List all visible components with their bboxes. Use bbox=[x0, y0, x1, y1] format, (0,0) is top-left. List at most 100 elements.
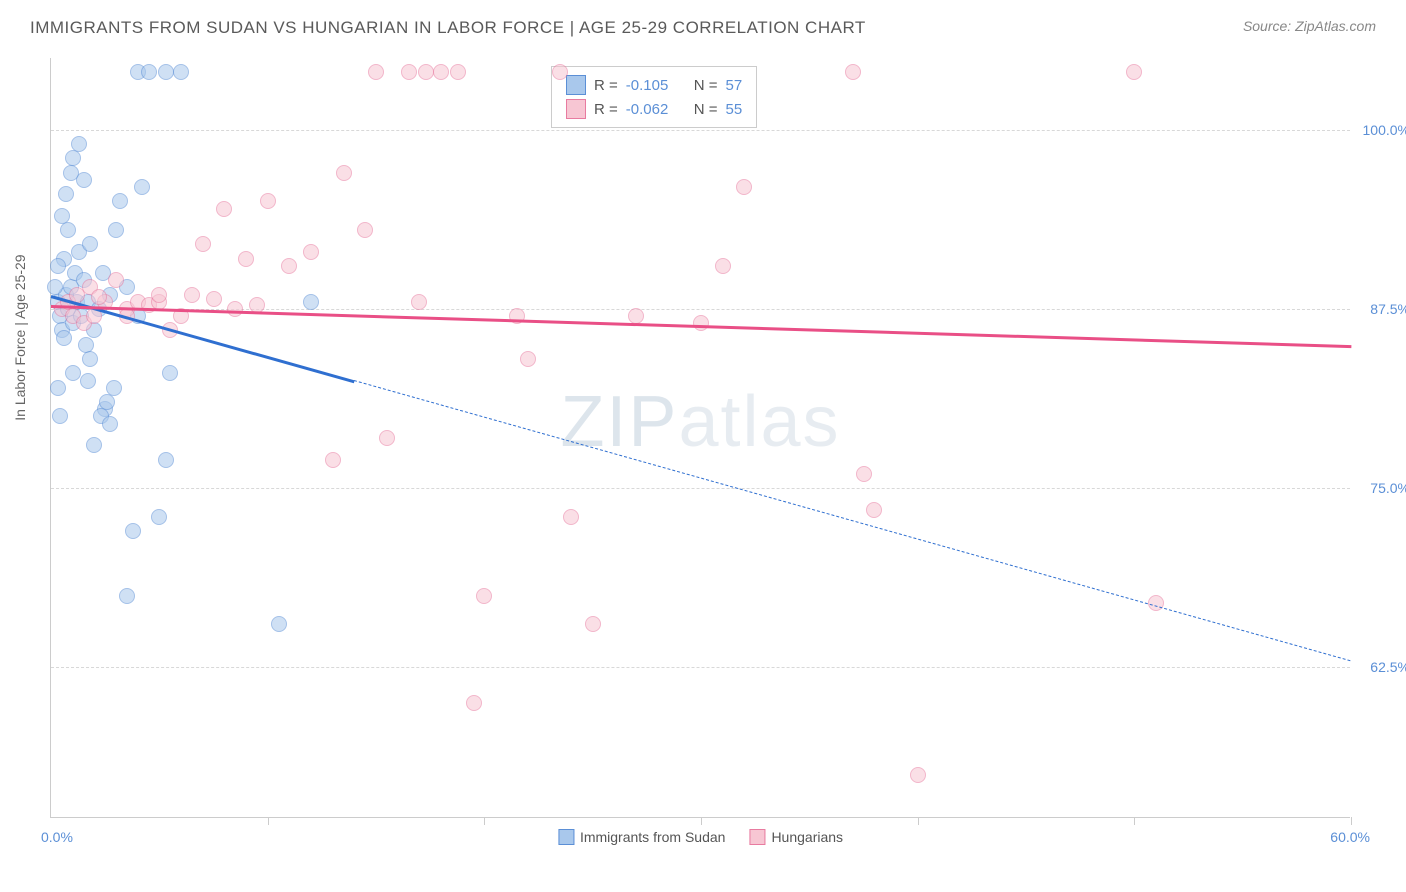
legend-swatch bbox=[566, 75, 586, 95]
legend-r-value: -0.062 bbox=[626, 101, 686, 118]
data-point bbox=[158, 452, 174, 468]
data-point bbox=[1148, 595, 1164, 611]
legend-item: Hungarians bbox=[749, 829, 843, 845]
data-point bbox=[63, 165, 79, 181]
grid-line bbox=[51, 309, 1350, 310]
data-point bbox=[520, 351, 536, 367]
x-tick bbox=[484, 817, 485, 825]
data-point bbox=[552, 64, 568, 80]
data-point bbox=[1126, 64, 1142, 80]
legend-n-value: 55 bbox=[726, 101, 743, 118]
data-point bbox=[162, 365, 178, 381]
data-point bbox=[845, 64, 861, 80]
legend-row: R = -0.105 N = 57 bbox=[566, 73, 742, 97]
data-point bbox=[336, 165, 352, 181]
data-point bbox=[281, 258, 297, 274]
data-point bbox=[303, 244, 319, 260]
y-tick-label: 75.0% bbox=[1370, 480, 1406, 496]
legend-swatch bbox=[749, 829, 765, 845]
data-point bbox=[401, 64, 417, 80]
y-axis-label: In Labor Force | Age 25-29 bbox=[12, 254, 28, 420]
data-point bbox=[450, 64, 466, 80]
correlation-legend: R =-0.105N =57R =-0.062N =55 bbox=[551, 66, 757, 128]
data-point bbox=[71, 136, 87, 152]
data-point bbox=[60, 222, 76, 238]
data-point bbox=[368, 64, 384, 80]
data-point bbox=[195, 236, 211, 252]
data-point bbox=[418, 64, 434, 80]
data-point bbox=[91, 289, 107, 305]
data-point bbox=[411, 294, 427, 310]
x-axis-max-label: 60.0% bbox=[1330, 829, 1370, 845]
data-point bbox=[151, 509, 167, 525]
data-point bbox=[125, 523, 141, 539]
chart-container: IMMIGRANTS FROM SUDAN VS HUNGARIAN IN LA… bbox=[0, 0, 1406, 892]
legend-swatch bbox=[566, 99, 586, 119]
data-point bbox=[715, 258, 731, 274]
data-point bbox=[141, 64, 157, 80]
data-point bbox=[271, 616, 287, 632]
legend-series-name: Immigrants from Sudan bbox=[580, 829, 726, 845]
data-point bbox=[736, 179, 752, 195]
data-point bbox=[433, 64, 449, 80]
data-point bbox=[82, 351, 98, 367]
data-point bbox=[108, 222, 124, 238]
grid-line bbox=[51, 130, 1350, 131]
data-point bbox=[106, 380, 122, 396]
trend-line bbox=[51, 305, 1351, 348]
data-point bbox=[379, 430, 395, 446]
data-point bbox=[585, 616, 601, 632]
legend-series-name: Hungarians bbox=[771, 829, 843, 845]
data-point bbox=[206, 291, 222, 307]
data-point bbox=[184, 287, 200, 303]
x-tick bbox=[1351, 817, 1352, 825]
data-point bbox=[82, 236, 98, 252]
x-tick bbox=[268, 817, 269, 825]
data-point bbox=[856, 466, 872, 482]
data-point bbox=[151, 287, 167, 303]
trend-line bbox=[354, 380, 1351, 661]
x-axis-min-label: 0.0% bbox=[41, 829, 73, 845]
y-tick-label: 100.0% bbox=[1363, 122, 1406, 138]
data-point bbox=[50, 380, 66, 396]
legend-item: Immigrants from Sudan bbox=[558, 829, 726, 845]
legend-r-value: -0.105 bbox=[626, 77, 686, 94]
data-point bbox=[303, 294, 319, 310]
x-tick bbox=[701, 817, 702, 825]
data-point bbox=[102, 416, 118, 432]
y-tick-label: 62.5% bbox=[1370, 659, 1406, 675]
legend-swatch bbox=[558, 829, 574, 845]
data-point bbox=[112, 193, 128, 209]
data-point bbox=[65, 365, 81, 381]
chart-title: IMMIGRANTS FROM SUDAN VS HUNGARIAN IN LA… bbox=[30, 18, 866, 38]
data-point bbox=[357, 222, 373, 238]
data-point bbox=[227, 301, 243, 317]
data-point bbox=[52, 408, 68, 424]
legend-r-label: R = bbox=[594, 77, 618, 94]
data-point bbox=[134, 179, 150, 195]
plot-area: ZIPatlas R =-0.105N =57R =-0.062N =55 0.… bbox=[50, 58, 1350, 818]
x-tick bbox=[1134, 817, 1135, 825]
legend-n-value: 57 bbox=[726, 77, 743, 94]
data-point bbox=[260, 193, 276, 209]
legend-r-label: R = bbox=[594, 101, 618, 118]
data-point bbox=[693, 315, 709, 331]
legend-n-label: N = bbox=[694, 77, 718, 94]
y-tick-label: 87.5% bbox=[1370, 301, 1406, 317]
data-point bbox=[56, 330, 72, 346]
legend-row: R =-0.062N =55 bbox=[566, 97, 742, 121]
data-point bbox=[86, 437, 102, 453]
data-point bbox=[466, 695, 482, 711]
data-point bbox=[65, 150, 81, 166]
data-point bbox=[58, 186, 74, 202]
data-point bbox=[108, 272, 124, 288]
data-point bbox=[54, 208, 70, 224]
grid-line bbox=[51, 667, 1350, 668]
series-legend: Immigrants from Sudan Hungarians bbox=[558, 829, 843, 845]
data-point bbox=[158, 64, 174, 80]
data-point bbox=[866, 502, 882, 518]
data-point bbox=[476, 588, 492, 604]
data-point bbox=[119, 588, 135, 604]
data-point bbox=[50, 258, 66, 274]
data-point bbox=[216, 201, 232, 217]
